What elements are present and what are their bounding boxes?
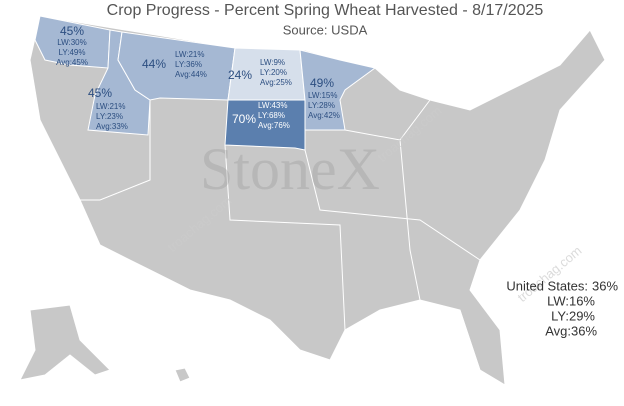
- state-avg: Avg:76%: [258, 121, 290, 130]
- base-map: [19, 15, 606, 386]
- us-avg: Avg:36%: [545, 323, 597, 338]
- state-borders: [304, 149, 481, 261]
- state-lw: LW:15%: [308, 91, 338, 100]
- state-pct: 24%: [228, 68, 252, 82]
- states: 45%LW:30%LY:49%Avg:45%45%LW:21%LY:23%Avg…: [34, 15, 377, 151]
- us-ly: LY:29%: [551, 308, 595, 323]
- state-lw: LW:21%: [96, 102, 126, 111]
- state-avg: Avg:45%: [56, 58, 88, 67]
- hawaii: [174, 367, 191, 383]
- state-borders: [224, 144, 346, 331]
- state-avg: Avg:33%: [96, 122, 128, 131]
- state-ly: LY:36%: [175, 60, 202, 69]
- state-ly: LY:28%: [308, 101, 335, 110]
- us-label: United States:: [506, 278, 588, 293]
- state-pct: 49%: [310, 76, 334, 90]
- us-pct: 36%: [592, 278, 618, 293]
- state-borders: [399, 139, 421, 301]
- watermark: StoneX: [200, 136, 380, 202]
- state: [299, 49, 377, 131]
- state-avg: Avg:42%: [308, 111, 340, 120]
- state-avg: Avg:25%: [260, 78, 292, 87]
- source: Source: USDA: [283, 22, 368, 37]
- state-lw: LW:30%: [57, 38, 87, 47]
- state-lw: LW:21%: [175, 50, 205, 59]
- us-lw: LW:16%: [547, 293, 595, 308]
- state-ly: LY:23%: [96, 112, 123, 121]
- state-pct: 70%: [232, 112, 256, 126]
- state-ly: LY:20%: [260, 68, 287, 77]
- title: Crop Progress - Percent Spring Wheat Har…: [107, 2, 544, 19]
- state-lw: LW:43%: [258, 101, 288, 110]
- state-lw: LW:9%: [260, 58, 285, 67]
- state-pct: 45%: [60, 24, 84, 38]
- state-pct: 45%: [88, 86, 112, 100]
- state-ly: LY:68%: [258, 111, 285, 120]
- state-borders: [80, 100, 151, 201]
- alaska: [19, 304, 111, 381]
- state-ly: LY:49%: [59, 48, 86, 57]
- state: [224, 99, 306, 151]
- state-pct: 44%: [142, 57, 166, 71]
- state-avg: Avg:44%: [175, 70, 207, 79]
